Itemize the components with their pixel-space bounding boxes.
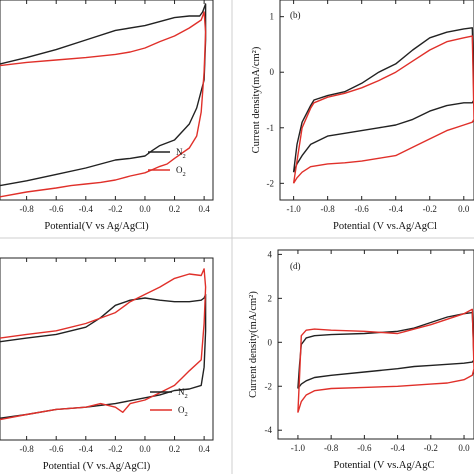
x-axis-label: Potential (V vs.Ag/AgCl (333, 221, 437, 232)
x-tick-label: -0.4 (79, 204, 94, 214)
y-tick-label: 4 (268, 249, 273, 259)
panel-b: -1.0 -0.8 -0.6 -0.4 -0.2 0.0 1 0 -1 -2 Potential (… (251, 0, 474, 232)
x-tick-label: -0.4 (390, 443, 405, 453)
y-axis-label: Current density(mA/cm²) (248, 291, 259, 398)
panel-a: -0.8 -0.6 -0.4 -0.2 0.0 0.2 0.4 Potential(V vs … (0, 0, 214, 232)
x-tick-label: 0.2 (169, 444, 180, 454)
panel-d: -1.0 -0.8 -0.6 -0.4 -0.2 0.0 4 2 0 -2 -4 Potential … (248, 249, 474, 471)
x-tick-label: -0.2 (424, 443, 438, 453)
x-tick-label: -0.8 (321, 204, 336, 214)
y-tick-label: -1 (267, 123, 275, 133)
legend-label-n2: N2 (178, 387, 188, 400)
series-line-o2 (297, 308, 474, 413)
x-tick-label: -1.0 (291, 443, 306, 453)
series-line-o2 (292, 35, 474, 184)
x-tick-label: 0.4 (199, 444, 211, 454)
x-tick-label: -0.6 (49, 444, 64, 454)
x-axis-label: Potential (V vs.Ag/AgC (333, 460, 434, 471)
plot-frame-c (0, 257, 214, 441)
y-tick-label: 0 (270, 67, 275, 77)
series-line-o2 (0, 11, 207, 198)
series-line-o2 (0, 268, 207, 421)
x-tick-label: -0.8 (20, 444, 35, 454)
plot-frame-b (279, 0, 474, 201)
x-tick-label: -0.6 (49, 204, 64, 214)
x-tick-label: -0.2 (108, 444, 122, 454)
x-tick-label: 0.0 (139, 204, 151, 214)
panel-c: -0.8 -0.6 -0.4 -0.2 0.0 0.2 0.4 Potential (V vs… (0, 257, 214, 472)
plot-frame-a (0, 0, 214, 201)
plot-frame-d (277, 249, 474, 440)
y-axis-label: Current density(mA/cm²) (251, 46, 262, 153)
x-tick-label: 0.4 (199, 204, 211, 214)
x-axis-label: Potential(V vs Ag/AgCl) (44, 221, 149, 232)
panel-label: (d) (290, 261, 301, 271)
panel-label: (b) (290, 10, 301, 20)
legend-label-n2: N2 (176, 147, 186, 160)
x-tick-label: -0.6 (357, 443, 372, 453)
x-tick-label: 0.2 (169, 204, 180, 214)
x-tick-label: -0.6 (355, 204, 370, 214)
x-axis-label: Potential (V vs.Ag/AgCl) (43, 461, 151, 472)
y-tick-label: 1 (270, 12, 275, 22)
x-tick-label: 0.0 (458, 443, 470, 453)
x-tick-label: -0.4 (79, 444, 94, 454)
x-tick-label: -0.8 (20, 204, 35, 214)
x-tick-label: -0.8 (324, 443, 339, 453)
y-tick-label: 0 (268, 337, 273, 347)
y-tick-label: -4 (265, 425, 273, 435)
x-tick-label: -1.0 (286, 204, 301, 214)
y-tick-label: 2 (268, 293, 273, 303)
legend-label-o2: O2 (178, 405, 188, 418)
x-tick-label: -0.2 (108, 204, 122, 214)
x-tick-label: -0.4 (389, 204, 404, 214)
legend-label-o2: O2 (176, 165, 186, 178)
x-tick-label: -0.2 (423, 204, 437, 214)
x-tick-label: 0.0 (458, 204, 470, 214)
x-tick-label: 0.0 (139, 444, 151, 454)
y-tick-label: -2 (267, 178, 275, 188)
y-tick-label: -2 (265, 381, 273, 391)
